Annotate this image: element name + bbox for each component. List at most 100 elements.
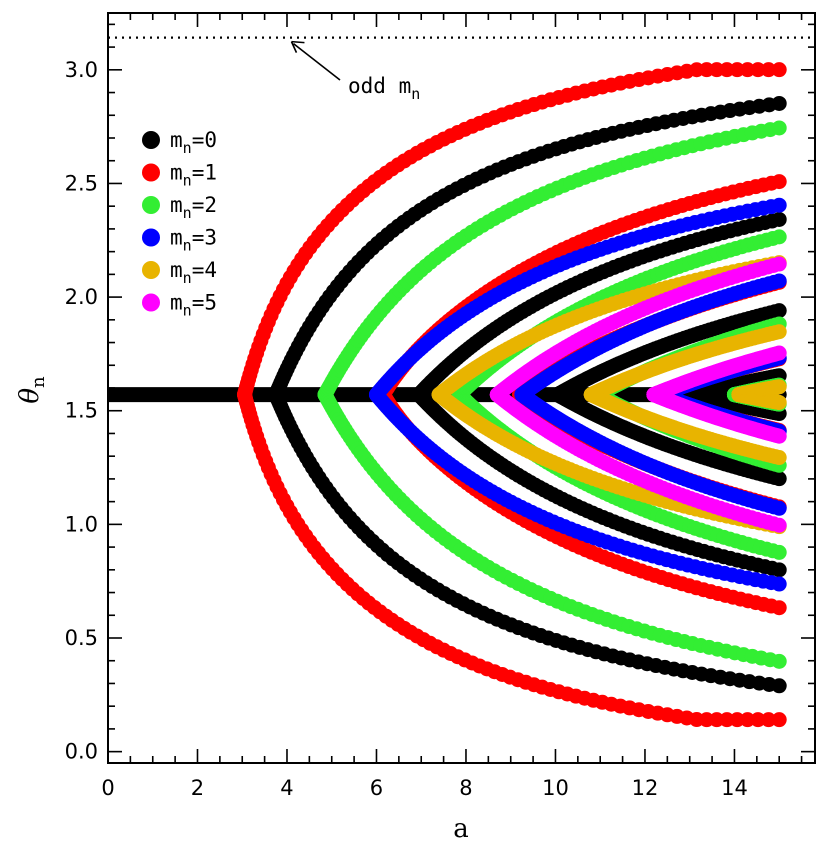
legend-marker xyxy=(142,261,160,279)
annotation-arrow-head xyxy=(290,40,305,53)
y-tick-label: 2.5 xyxy=(65,171,98,195)
legend-label-suffix: =1 xyxy=(192,161,217,185)
series-point xyxy=(771,562,787,578)
series-m_n-1-5 xyxy=(236,62,787,728)
series-point xyxy=(771,95,787,111)
annotation-arrow xyxy=(292,43,341,81)
y-tick-label: 1.5 xyxy=(65,399,98,423)
series-point xyxy=(771,379,787,395)
legend-label-sub: n xyxy=(183,302,192,320)
series-point xyxy=(771,62,787,78)
legend-entry-5: mn=5 xyxy=(142,291,217,320)
legend-entry-0: mn=0 xyxy=(142,128,217,157)
legend-label-sub: n xyxy=(183,172,192,190)
legend-label-suffix: =2 xyxy=(192,193,217,217)
legend-label-suffix: =4 xyxy=(192,258,217,282)
legend-marker xyxy=(142,163,160,182)
legend-label-main: m xyxy=(170,193,183,217)
y-axis-label: θn xyxy=(15,376,49,404)
series-point xyxy=(771,576,787,592)
legend-marker xyxy=(142,293,160,312)
y-axis-label-group: θn xyxy=(15,376,49,404)
series-m_n-2-9 xyxy=(317,120,787,669)
legend-label: mn=3 xyxy=(170,226,217,255)
series-point xyxy=(771,273,787,289)
y-tick-label: 0.0 xyxy=(65,740,98,764)
series-point xyxy=(771,428,787,444)
series-point xyxy=(771,256,787,272)
legend-label: mn=1 xyxy=(170,161,217,190)
annotation-sub: n xyxy=(411,85,420,103)
x-tick-label: 2 xyxy=(191,776,204,800)
annotation-main: odd m xyxy=(348,74,411,98)
series-point xyxy=(761,712,777,728)
legend-label-sub: n xyxy=(183,204,192,222)
series-point xyxy=(771,600,787,616)
x-tick-label: 6 xyxy=(370,776,383,800)
series-point xyxy=(771,229,787,245)
series-point xyxy=(729,62,745,78)
x-tick-label: 8 xyxy=(459,776,472,800)
legend-label-suffix: =5 xyxy=(192,291,217,315)
series-point xyxy=(771,544,787,560)
series-point xyxy=(740,712,756,728)
legend-label-main: m xyxy=(170,291,183,315)
y-axis-label-main: θ xyxy=(15,388,45,404)
series-m_n-4-18 xyxy=(731,379,787,410)
legend-label-main: m xyxy=(170,226,183,250)
series-m_n-0-2 xyxy=(411,211,787,578)
legend-marker xyxy=(142,228,160,247)
legend-marker xyxy=(142,131,160,149)
x-tick-label: 4 xyxy=(280,776,293,800)
axes-layer: 0 2 4 6 8 10 12 14 0.0 0.5 1.0 1.5 2.0 2.5 3.0 xyxy=(65,12,816,800)
legend-label-sub: n xyxy=(183,139,192,157)
series-point xyxy=(771,517,787,533)
legend-label: mn=5 xyxy=(170,291,217,320)
y-axis-label-sub: n xyxy=(28,376,49,388)
series-point xyxy=(771,211,787,227)
y-tick-label: 3.0 xyxy=(65,58,98,82)
legend-entry-1: mn=1 xyxy=(142,161,217,190)
series-point xyxy=(719,712,735,728)
series-layer xyxy=(108,36,815,728)
x-axis-label: a xyxy=(453,814,469,844)
legend-marker xyxy=(142,196,160,214)
annotation-text: odd mn xyxy=(348,74,420,103)
series-m_n-5-20 xyxy=(646,345,787,444)
legend-label-sub: n xyxy=(183,237,192,255)
series-m_n-5-19 xyxy=(489,256,787,533)
series-point xyxy=(750,712,766,728)
series-point xyxy=(771,394,787,410)
legend-label: mn=0 xyxy=(170,128,217,157)
y-tick-label: 0.5 xyxy=(65,626,98,650)
legend-entry-3: mn=3 xyxy=(142,226,217,255)
series-point xyxy=(740,62,756,78)
y-tick-label: 1.0 xyxy=(65,512,98,536)
series-m_n-3-13 xyxy=(368,197,787,592)
x-tick-label: 14 xyxy=(721,776,748,800)
series-m_n-4-17 xyxy=(583,324,787,466)
series-point xyxy=(771,500,787,516)
series-m_n-0-1 xyxy=(268,95,787,694)
series-point xyxy=(771,197,787,213)
legend-entry-2: mn=2 xyxy=(142,193,217,222)
series-point xyxy=(771,324,787,340)
series-point xyxy=(771,450,787,466)
series-point xyxy=(771,174,787,190)
legend-label-sub: n xyxy=(183,269,192,287)
legend-entry-4: mn=4 xyxy=(142,258,217,287)
x-tick-label: 0 xyxy=(101,776,114,800)
legend-label: mn=4 xyxy=(170,258,217,287)
series-point xyxy=(771,678,787,694)
legend-label: mn=2 xyxy=(170,193,217,222)
series-point xyxy=(771,712,787,728)
legend-label-suffix: =3 xyxy=(192,226,217,250)
series-point xyxy=(771,471,787,487)
series-point xyxy=(729,712,745,728)
series-m_n-0-3 xyxy=(550,303,787,487)
x-tick-label: 10 xyxy=(542,776,569,800)
y-tick-label: 2.0 xyxy=(65,285,98,309)
series-point xyxy=(750,62,766,78)
series-point xyxy=(719,62,735,78)
